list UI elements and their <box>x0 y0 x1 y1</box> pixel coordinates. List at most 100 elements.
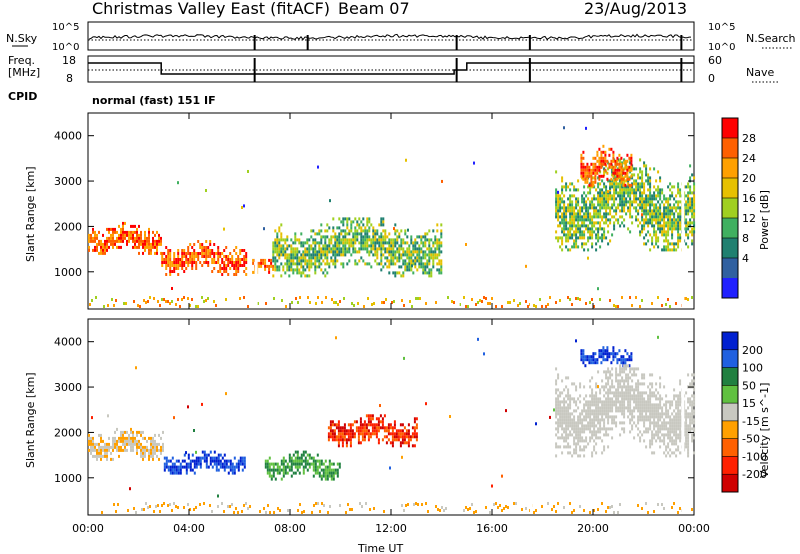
heatmap-cell <box>657 335 659 339</box>
heatmap-cell <box>635 400 638 404</box>
heatmap-cell <box>665 433 668 437</box>
heatmap-cell <box>296 262 299 266</box>
heatmap-cell <box>622 183 625 187</box>
heatmap-cell <box>501 474 503 478</box>
heatmap-cell <box>217 249 220 252</box>
heatmap-cell <box>310 259 313 263</box>
heatmap-cell <box>418 259 421 263</box>
heatmap-cell <box>318 250 321 254</box>
heatmap-cell <box>589 233 592 237</box>
y-tick-label: 4000 <box>54 130 82 143</box>
heatmap-cell <box>440 223 443 227</box>
heatmap-cell <box>122 430 124 434</box>
heatmap-cell <box>625 191 628 195</box>
heatmap-cell <box>88 233 90 237</box>
heatmap-cell <box>181 255 184 258</box>
heatmap-cell <box>308 453 311 457</box>
heatmap-cell <box>575 242 578 246</box>
heatmap-cell <box>659 424 662 428</box>
heatmap-cell <box>401 438 404 442</box>
heatmap-cell <box>199 456 202 460</box>
heatmap-cell <box>322 474 325 478</box>
heatmap-cell <box>189 255 192 258</box>
heatmap-cell <box>609 188 612 192</box>
heatmap-cell <box>583 197 586 201</box>
heatmap-cell <box>413 429 416 433</box>
heatmap-cell <box>142 242 144 246</box>
x-tick-label: 20:00 <box>577 522 609 535</box>
heatmap-cell <box>312 462 315 466</box>
heatmap-cell <box>403 356 405 360</box>
heatmap-cell <box>322 468 325 472</box>
heatmap-cell <box>593 412 596 416</box>
heatmap-cell <box>189 261 192 264</box>
heatmap-cell <box>557 424 560 428</box>
heatmap-cell <box>359 426 362 430</box>
heatmap-cell <box>219 255 222 258</box>
heatmap-cell <box>339 426 342 430</box>
heatmap-cell <box>639 406 642 410</box>
heatmap-cell <box>351 423 354 427</box>
heatmap-cell <box>671 191 674 195</box>
data-gap <box>681 114 685 308</box>
heatmap-cell <box>203 255 206 258</box>
heatmap-cell <box>405 435 408 439</box>
heatmap-cell <box>185 252 188 255</box>
heatmap-cell <box>637 421 640 425</box>
heatmap-cell <box>413 503 415 506</box>
heatmap-cell <box>559 245 562 249</box>
heatmap-cell <box>588 361 591 365</box>
colorbar-frame <box>721 117 739 299</box>
heatmap-cell <box>596 168 599 172</box>
heatmap-cell <box>579 439 582 443</box>
heatmap-cell <box>290 459 293 463</box>
heatmap-cell <box>649 397 652 401</box>
heatmap-cell <box>687 424 690 428</box>
heatmap-cell <box>459 303 461 306</box>
heatmap-cell <box>229 261 232 264</box>
heatmap-cell <box>612 168 615 172</box>
heatmap-cell <box>657 403 660 407</box>
heatmap-cell <box>585 415 588 419</box>
heatmap-cell <box>691 212 694 216</box>
colorbar-tick-label: 12 <box>742 212 756 225</box>
heatmap-cell <box>167 504 169 507</box>
heatmap-cell <box>311 511 313 514</box>
heatmap-cell <box>227 255 230 258</box>
heatmap-cell <box>569 412 572 416</box>
heatmap-cell <box>116 230 118 234</box>
heatmap-cell <box>595 197 598 201</box>
heatmap-cell <box>657 215 660 219</box>
heatmap-cell <box>669 406 672 410</box>
heatmap-cell <box>689 421 692 425</box>
heatmap-cell <box>693 451 696 455</box>
heatmap-cell <box>142 445 144 449</box>
heatmap-cell <box>607 212 610 216</box>
heatmap-cell <box>655 409 658 413</box>
heatmap-cell <box>268 267 271 271</box>
heatmap-cell <box>435 301 437 304</box>
heatmap-cell <box>586 165 589 169</box>
heatmap-cell <box>593 509 595 512</box>
heatmap-cell <box>607 370 610 374</box>
data-gap <box>529 114 533 308</box>
heatmap-cell <box>100 251 102 255</box>
heatmap-cell <box>581 424 584 428</box>
heatmap-cell <box>595 436 598 440</box>
heatmap-cell <box>104 442 106 446</box>
heatmap-cell <box>626 174 629 178</box>
heatmap-cell <box>152 439 154 443</box>
heatmap-cell <box>675 430 678 434</box>
heatmap-cell <box>416 250 419 254</box>
heatmap-cell <box>649 206 652 210</box>
heatmap-cell <box>268 462 271 466</box>
heatmap-cell <box>629 400 632 404</box>
heatmap-cell <box>603 394 606 398</box>
heatmap-cell <box>571 218 574 222</box>
heatmap-cell <box>316 465 319 469</box>
heatmap-cell <box>391 438 394 442</box>
heatmap-cell <box>513 502 515 505</box>
heatmap-cell <box>617 388 620 392</box>
heatmap-cell <box>563 218 566 222</box>
heatmap-cell <box>384 235 387 239</box>
